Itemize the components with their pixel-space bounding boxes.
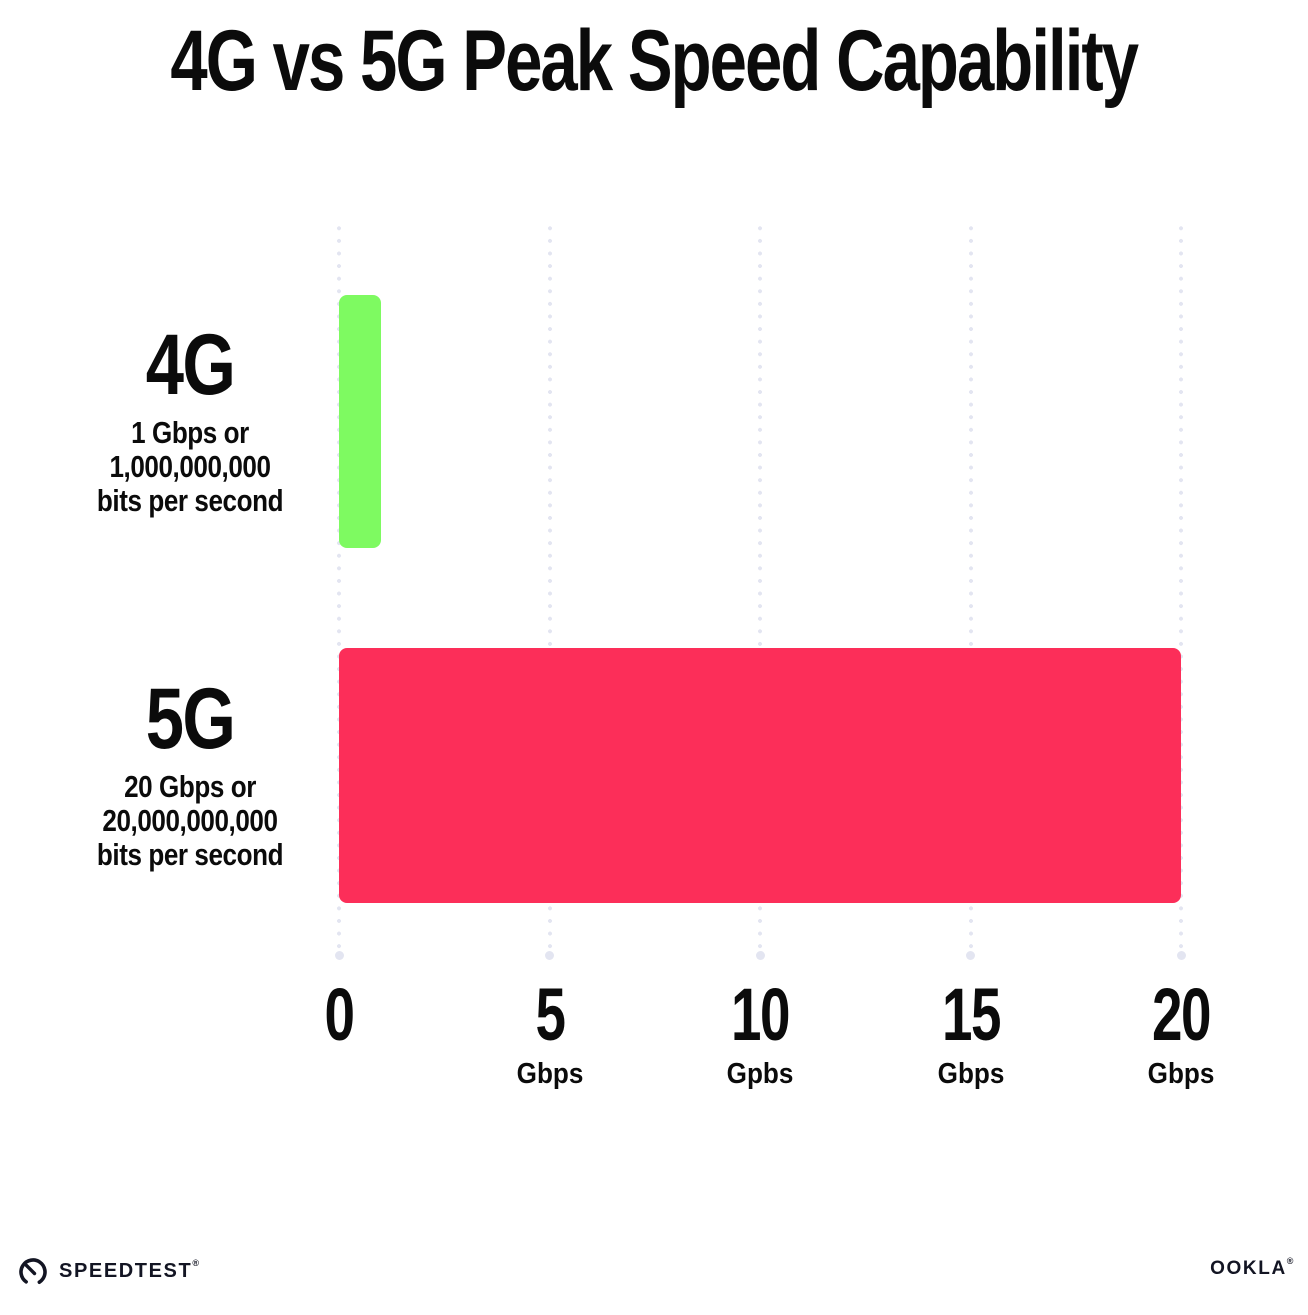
- x-tick: 15 Gbps: [931, 978, 1009, 1091]
- x-axis: 0 5 Gbps 10 Gpbs 15 Gbps 20 Gbps: [0, 978, 1308, 1108]
- ookla-label: OOKLA: [1210, 1258, 1287, 1279]
- row-desc-line: 20 Gbps or: [124, 769, 256, 805]
- row-desc-line: 20,000,000,000: [102, 803, 278, 839]
- x-tick-unit: Gbps: [516, 1058, 583, 1090]
- gridline: [755, 222, 765, 960]
- x-tick-number: 0: [324, 973, 355, 1056]
- chart-title-text: 4G vs 5G Peak Speed Capability: [170, 13, 1140, 109]
- bar-4g: [339, 295, 382, 548]
- gridline-end-dot: [334, 951, 344, 960]
- speedtest-gauge-icon: [19, 1258, 47, 1286]
- x-tick: 10 Gpbs: [721, 978, 799, 1091]
- x-tick-unit: Gpbs: [726, 1058, 794, 1090]
- bar-5g: [339, 648, 1181, 903]
- x-tick-number: 15: [941, 973, 1001, 1056]
- gridline: [545, 222, 554, 960]
- x-tick-unit: Gbps: [1147, 1058, 1215, 1090]
- speedtest-wordmark: SPEEDTEST®: [59, 1257, 201, 1283]
- row-label-5g: 5G 20 Gbps or 20,000,000,000 bits per secon…: [40, 670, 340, 873]
- gridline-end-dot: [755, 951, 765, 960]
- chart-title: 4G vs 5G Peak Speed Capability: [0, 13, 1308, 109]
- row-desc-line: 1,000,000,000: [109, 449, 271, 485]
- gridline: [334, 222, 344, 960]
- row-label-desc: 1 Gbps or 1,000,000,000 bits per second: [64, 416, 316, 518]
- gridline: [1176, 222, 1186, 960]
- speedtest-logo: SPEEDTEST®: [16, 1252, 201, 1290]
- row-label-name: 5G: [145, 670, 236, 767]
- row-desc-line: bits per second: [96, 837, 284, 873]
- gridline-end-dot: [966, 951, 975, 960]
- row-desc-line: 1 Gbps or: [131, 415, 249, 451]
- x-tick-number: 10: [731, 973, 790, 1056]
- x-tick: 20 Gbps: [1142, 978, 1220, 1091]
- speedtest-label: SPEEDTEST: [59, 1259, 193, 1282]
- row-desc-line: bits per second: [96, 483, 284, 519]
- plot-area: [334, 222, 1186, 960]
- x-tick: 0: [319, 978, 358, 1052]
- row-label-4g: 4G 1 Gbps or 1,000,000,000 bits per second: [40, 316, 340, 519]
- speedtest-trademark: ®: [192, 1257, 201, 1268]
- ookla-trademark: ®: [1286, 1256, 1295, 1266]
- gridline-end-dot: [1176, 951, 1186, 960]
- gridline: [966, 222, 975, 960]
- x-tick-number: 5: [535, 973, 565, 1056]
- ookla-logo: OOKLA ®: [1210, 1256, 1295, 1280]
- x-tick: 5 Gbps: [512, 978, 586, 1091]
- x-tick-unit: Gbps: [937, 1058, 1004, 1090]
- row-label-desc: 20 Gbps or 20,000,000,000 bits per second: [64, 770, 316, 872]
- gridline-end-dot: [545, 951, 554, 960]
- row-label-name: 4G: [145, 316, 236, 413]
- x-tick-number: 20: [1152, 973, 1211, 1056]
